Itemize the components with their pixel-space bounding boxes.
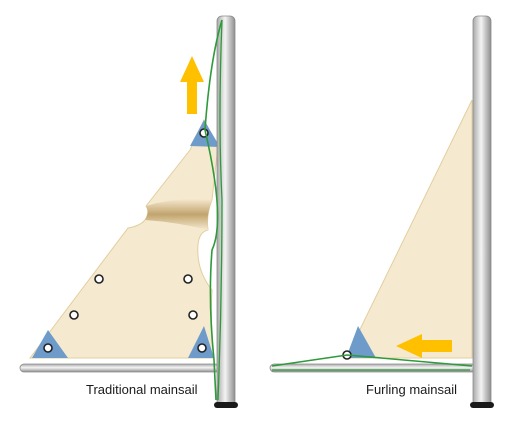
sail-fold bbox=[145, 198, 212, 230]
grommet bbox=[183, 274, 193, 284]
traditional-sail bbox=[28, 118, 219, 359]
boom-left bbox=[19, 363, 221, 373]
up-arrow-icon bbox=[180, 56, 204, 114]
furling-mainsail-group bbox=[269, 15, 494, 408]
traditional-mainsail-caption: Traditional mainsail bbox=[86, 382, 198, 397]
grommet bbox=[188, 310, 198, 320]
mast-base-left bbox=[214, 402, 238, 408]
boom-right bbox=[269, 363, 477, 373]
grommet bbox=[197, 343, 207, 353]
outhaul-rope bbox=[271, 354, 473, 367]
furling-sail bbox=[345, 99, 473, 359]
furling-mainsail-caption: Furling mainsail bbox=[366, 382, 458, 397]
left-arrow-icon bbox=[396, 334, 452, 358]
grommet bbox=[94, 274, 104, 284]
traditional-mainsail-group bbox=[19, 15, 238, 408]
halyard-rope bbox=[204, 19, 223, 401]
grommet bbox=[43, 343, 53, 353]
mast-base-right bbox=[470, 402, 494, 408]
tack-patch-right bbox=[346, 326, 376, 358]
grommet bbox=[69, 310, 79, 320]
mast-right bbox=[472, 15, 492, 407]
halyard-rope-return bbox=[217, 19, 223, 401]
clew-patch bbox=[188, 326, 214, 358]
